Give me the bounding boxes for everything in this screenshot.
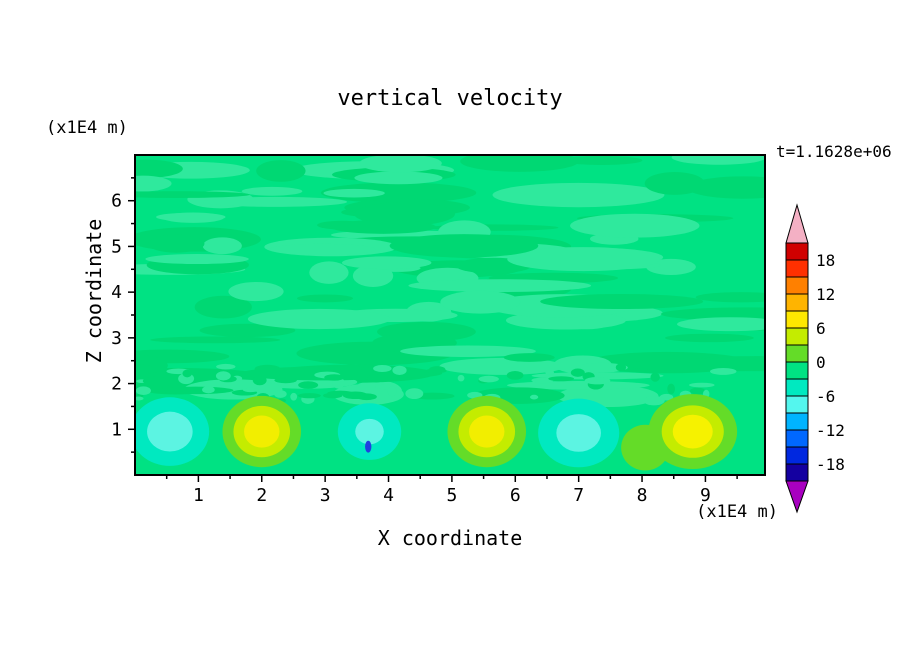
svg-text:0: 0 — [816, 353, 826, 372]
svg-text:18: 18 — [816, 251, 835, 270]
svg-text:2: 2 — [256, 485, 267, 506]
svg-text:8: 8 — [637, 485, 648, 506]
time-annotation: t=1.1628e+06 — [776, 142, 892, 161]
svg-text:7: 7 — [573, 485, 584, 506]
svg-text:1: 1 — [111, 419, 122, 440]
y-axis-title: Z coordinate — [82, 218, 106, 364]
svg-text:5: 5 — [111, 236, 122, 257]
svg-text:-6: -6 — [816, 387, 835, 406]
svg-text:6: 6 — [111, 191, 122, 212]
svg-text:2: 2 — [111, 374, 122, 395]
svg-text:6: 6 — [510, 485, 521, 506]
chart-title: vertical velocity — [337, 86, 563, 111]
svg-text:4: 4 — [111, 282, 122, 303]
svg-text:3: 3 — [111, 328, 122, 349]
svg-text:4: 4 — [383, 485, 394, 506]
svg-text:9: 9 — [700, 485, 711, 506]
svg-text:1: 1 — [193, 485, 204, 506]
x-axis-title: X coordinate — [377, 526, 523, 550]
x-axis-unit-label: (x1E4 m) — [696, 502, 778, 522]
svg-text:6: 6 — [816, 319, 826, 338]
svg-text:12: 12 — [816, 285, 835, 304]
y-axis-unit-label: (x1E4 m) — [46, 118, 128, 138]
svg-text:-18: -18 — [816, 455, 845, 474]
svg-text:-12: -12 — [816, 421, 845, 440]
svg-text:3: 3 — [320, 485, 331, 506]
svg-text:5: 5 — [446, 485, 457, 506]
